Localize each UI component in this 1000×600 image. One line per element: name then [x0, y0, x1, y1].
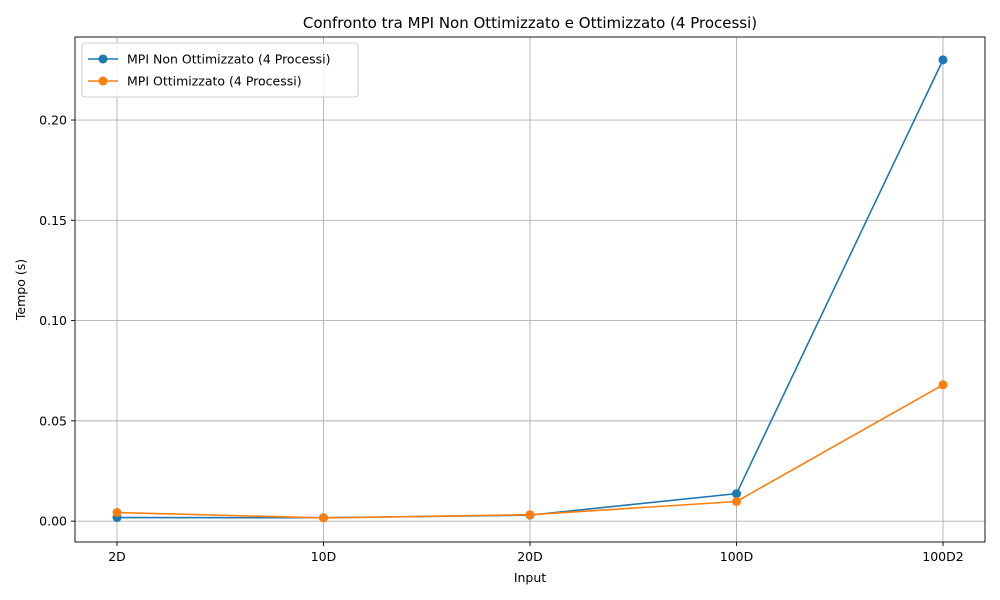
y-axis: 0.00 0.05 0.10 0.15 0.20: [39, 113, 75, 529]
x-tick-label: 2D: [108, 549, 126, 564]
chart-title: Confronto tra MPI Non Ottimizzato e Otti…: [303, 14, 757, 32]
data-point: [732, 489, 741, 499]
legend-frame: [81, 42, 359, 98]
data-point: [319, 513, 328, 523]
legend-item: MPI Ottimizzato (4 Processi): [88, 74, 302, 89]
legend-marker: [98, 76, 108, 86]
y-tick-label: 0.05: [39, 413, 67, 428]
series-layer: [112, 55, 948, 523]
data-point: [112, 508, 122, 518]
y-tick-label: 0.15: [39, 213, 67, 228]
grid-lines: [75, 37, 985, 542]
series-2: [112, 380, 948, 523]
y-tick-label: 0.00: [39, 514, 67, 529]
x-tick-label: 20D: [517, 549, 543, 564]
x-tick-label: 100D: [720, 549, 753, 564]
data-point: [732, 496, 741, 506]
x-tick-label: 100D2: [922, 549, 963, 564]
y-tick-label: 0.10: [39, 313, 67, 328]
y-axis-label: Tempo (s): [13, 259, 28, 321]
x-axis-label: Input: [514, 570, 546, 585]
data-point: [525, 510, 535, 520]
legend-marker: [98, 54, 108, 64]
legend-label: MPI Non Ottimizzato (4 Processi): [127, 52, 331, 67]
data-point: [938, 55, 948, 65]
x-tick-label: 10D: [311, 549, 337, 564]
legend-label: MPI Ottimizzato (4 Processi): [127, 74, 302, 89]
legend-item: MPI Non Ottimizzato (4 Processi): [88, 52, 331, 67]
data-point: [938, 380, 948, 390]
y-tick-label: 0.20: [39, 113, 67, 128]
legend: MPI Non Ottimizzato (4 Processi) MPI Otti…: [81, 42, 359, 98]
x-axis: 2D 10D 20D 100D 100D2: [108, 542, 964, 564]
